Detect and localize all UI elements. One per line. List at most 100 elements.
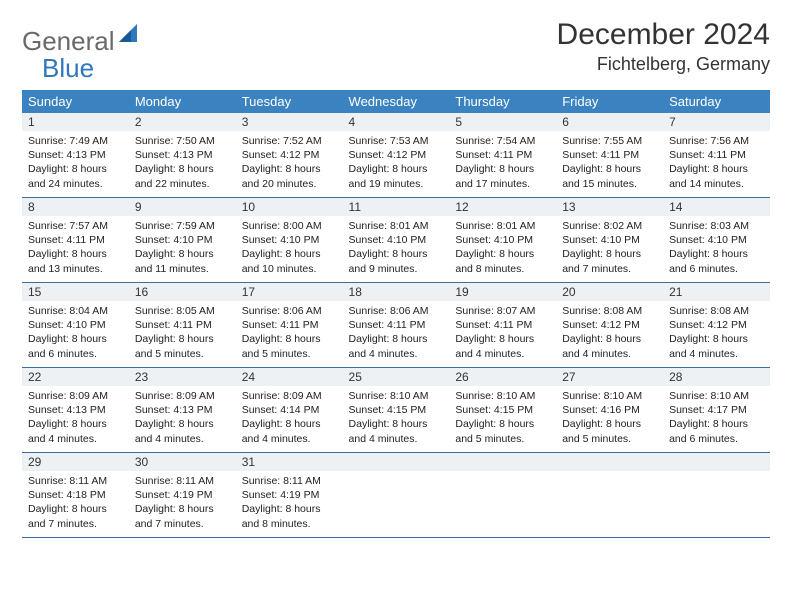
calendar-day-cell: 29Sunrise: 8:11 AMSunset: 4:18 PMDayligh… xyxy=(22,453,129,538)
logo-sail-icon xyxy=(119,24,141,44)
day-number: 15 xyxy=(22,283,129,301)
calendar-day-cell: 31Sunrise: 8:11 AMSunset: 4:19 PMDayligh… xyxy=(236,453,343,538)
location: Fichtelberg, Germany xyxy=(557,54,770,75)
day-details: Sunrise: 8:06 AMSunset: 4:11 PMDaylight:… xyxy=(236,301,343,365)
calendar-day-cell: 12Sunrise: 8:01 AMSunset: 4:10 PMDayligh… xyxy=(449,198,556,283)
calendar-day-cell: 9Sunrise: 7:59 AMSunset: 4:10 PMDaylight… xyxy=(129,198,236,283)
calendar-day-cell: 30Sunrise: 8:11 AMSunset: 4:19 PMDayligh… xyxy=(129,453,236,538)
day-number: 30 xyxy=(129,453,236,471)
day-details: Sunrise: 7:54 AMSunset: 4:11 PMDaylight:… xyxy=(449,131,556,195)
day-number: 4 xyxy=(343,113,450,131)
calendar-day-cell: 19Sunrise: 8:07 AMSunset: 4:11 PMDayligh… xyxy=(449,283,556,368)
calendar-day-cell xyxy=(343,453,450,538)
day-details: Sunrise: 7:53 AMSunset: 4:12 PMDaylight:… xyxy=(343,131,450,195)
day-details: Sunrise: 8:09 AMSunset: 4:13 PMDaylight:… xyxy=(22,386,129,450)
day-details: Sunrise: 8:01 AMSunset: 4:10 PMDaylight:… xyxy=(449,216,556,280)
weekday-header: Sunday xyxy=(22,90,129,113)
day-number: 16 xyxy=(129,283,236,301)
empty-day-header xyxy=(343,453,450,471)
calendar-day-cell: 25Sunrise: 8:10 AMSunset: 4:15 PMDayligh… xyxy=(343,368,450,453)
calendar-day-cell: 21Sunrise: 8:08 AMSunset: 4:12 PMDayligh… xyxy=(663,283,770,368)
day-details: Sunrise: 8:03 AMSunset: 4:10 PMDaylight:… xyxy=(663,216,770,280)
day-details: Sunrise: 7:50 AMSunset: 4:13 PMDaylight:… xyxy=(129,131,236,195)
day-details: Sunrise: 7:59 AMSunset: 4:10 PMDaylight:… xyxy=(129,216,236,280)
calendar-day-cell: 8Sunrise: 7:57 AMSunset: 4:11 PMDaylight… xyxy=(22,198,129,283)
day-number: 23 xyxy=(129,368,236,386)
calendar-day-cell: 23Sunrise: 8:09 AMSunset: 4:13 PMDayligh… xyxy=(129,368,236,453)
day-number: 26 xyxy=(449,368,556,386)
empty-day-header xyxy=(556,453,663,471)
day-number: 7 xyxy=(663,113,770,131)
calendar-day-cell: 28Sunrise: 8:10 AMSunset: 4:17 PMDayligh… xyxy=(663,368,770,453)
calendar-day-cell: 17Sunrise: 8:06 AMSunset: 4:11 PMDayligh… xyxy=(236,283,343,368)
calendar-day-cell: 5Sunrise: 7:54 AMSunset: 4:11 PMDaylight… xyxy=(449,113,556,198)
day-number: 1 xyxy=(22,113,129,131)
day-details: Sunrise: 8:05 AMSunset: 4:11 PMDaylight:… xyxy=(129,301,236,365)
calendar-day-cell xyxy=(663,453,770,538)
day-details: Sunrise: 8:01 AMSunset: 4:10 PMDaylight:… xyxy=(343,216,450,280)
day-details: Sunrise: 8:09 AMSunset: 4:14 PMDaylight:… xyxy=(236,386,343,450)
day-number: 24 xyxy=(236,368,343,386)
calendar-day-cell: 16Sunrise: 8:05 AMSunset: 4:11 PMDayligh… xyxy=(129,283,236,368)
calendar-day-cell: 22Sunrise: 8:09 AMSunset: 4:13 PMDayligh… xyxy=(22,368,129,453)
day-details: Sunrise: 8:11 AMSunset: 4:19 PMDaylight:… xyxy=(129,471,236,535)
day-details: Sunrise: 8:10 AMSunset: 4:16 PMDaylight:… xyxy=(556,386,663,450)
day-details: Sunrise: 8:04 AMSunset: 4:10 PMDaylight:… xyxy=(22,301,129,365)
day-details: Sunrise: 8:07 AMSunset: 4:11 PMDaylight:… xyxy=(449,301,556,365)
day-number: 3 xyxy=(236,113,343,131)
calendar-day-cell: 13Sunrise: 8:02 AMSunset: 4:10 PMDayligh… xyxy=(556,198,663,283)
logo-word-1: General xyxy=(22,26,115,57)
weekday-header: Friday xyxy=(556,90,663,113)
day-number: 27 xyxy=(556,368,663,386)
month-title: December 2024 xyxy=(557,18,770,52)
calendar-day-cell: 11Sunrise: 8:01 AMSunset: 4:10 PMDayligh… xyxy=(343,198,450,283)
day-number: 2 xyxy=(129,113,236,131)
day-number: 20 xyxy=(556,283,663,301)
calendar-day-cell: 7Sunrise: 7:56 AMSunset: 4:11 PMDaylight… xyxy=(663,113,770,198)
day-details: Sunrise: 8:10 AMSunset: 4:15 PMDaylight:… xyxy=(449,386,556,450)
day-number: 5 xyxy=(449,113,556,131)
day-number: 21 xyxy=(663,283,770,301)
calendar-day-cell xyxy=(449,453,556,538)
calendar-day-cell: 18Sunrise: 8:06 AMSunset: 4:11 PMDayligh… xyxy=(343,283,450,368)
day-details: Sunrise: 8:10 AMSunset: 4:15 PMDaylight:… xyxy=(343,386,450,450)
day-details: Sunrise: 8:00 AMSunset: 4:10 PMDaylight:… xyxy=(236,216,343,280)
weekday-header: Saturday xyxy=(663,90,770,113)
day-details: Sunrise: 8:11 AMSunset: 4:18 PMDaylight:… xyxy=(22,471,129,535)
day-number: 31 xyxy=(236,453,343,471)
day-number: 13 xyxy=(556,198,663,216)
empty-day-header xyxy=(663,453,770,471)
day-details: Sunrise: 7:52 AMSunset: 4:12 PMDaylight:… xyxy=(236,131,343,195)
calendar-week-row: 22Sunrise: 8:09 AMSunset: 4:13 PMDayligh… xyxy=(22,368,770,453)
calendar-week-row: 1Sunrise: 7:49 AMSunset: 4:13 PMDaylight… xyxy=(22,113,770,198)
day-details: Sunrise: 7:55 AMSunset: 4:11 PMDaylight:… xyxy=(556,131,663,195)
day-details: Sunrise: 8:09 AMSunset: 4:13 PMDaylight:… xyxy=(129,386,236,450)
day-number: 12 xyxy=(449,198,556,216)
day-details: Sunrise: 8:08 AMSunset: 4:12 PMDaylight:… xyxy=(663,301,770,365)
day-number: 11 xyxy=(343,198,450,216)
calendar-day-cell: 2Sunrise: 7:50 AMSunset: 4:13 PMDaylight… xyxy=(129,113,236,198)
day-details: Sunrise: 7:57 AMSunset: 4:11 PMDaylight:… xyxy=(22,216,129,280)
day-number: 25 xyxy=(343,368,450,386)
day-number: 29 xyxy=(22,453,129,471)
calendar-week-row: 29Sunrise: 8:11 AMSunset: 4:18 PMDayligh… xyxy=(22,453,770,538)
weekday-header-row: SundayMondayTuesdayWednesdayThursdayFrid… xyxy=(22,90,770,113)
day-details: Sunrise: 7:56 AMSunset: 4:11 PMDaylight:… xyxy=(663,131,770,195)
weekday-header: Thursday xyxy=(449,90,556,113)
calendar-day-cell: 20Sunrise: 8:08 AMSunset: 4:12 PMDayligh… xyxy=(556,283,663,368)
weekday-header: Monday xyxy=(129,90,236,113)
day-details: Sunrise: 8:02 AMSunset: 4:10 PMDaylight:… xyxy=(556,216,663,280)
day-details: Sunrise: 8:08 AMSunset: 4:12 PMDaylight:… xyxy=(556,301,663,365)
weekday-header: Wednesday xyxy=(343,90,450,113)
day-number: 14 xyxy=(663,198,770,216)
calendar-day-cell: 15Sunrise: 8:04 AMSunset: 4:10 PMDayligh… xyxy=(22,283,129,368)
calendar-day-cell: 6Sunrise: 7:55 AMSunset: 4:11 PMDaylight… xyxy=(556,113,663,198)
calendar-day-cell: 27Sunrise: 8:10 AMSunset: 4:16 PMDayligh… xyxy=(556,368,663,453)
day-details: Sunrise: 8:06 AMSunset: 4:11 PMDaylight:… xyxy=(343,301,450,365)
weekday-header: Tuesday xyxy=(236,90,343,113)
day-number: 17 xyxy=(236,283,343,301)
empty-day-header xyxy=(449,453,556,471)
day-number: 18 xyxy=(343,283,450,301)
day-number: 8 xyxy=(22,198,129,216)
calendar-day-cell: 24Sunrise: 8:09 AMSunset: 4:14 PMDayligh… xyxy=(236,368,343,453)
